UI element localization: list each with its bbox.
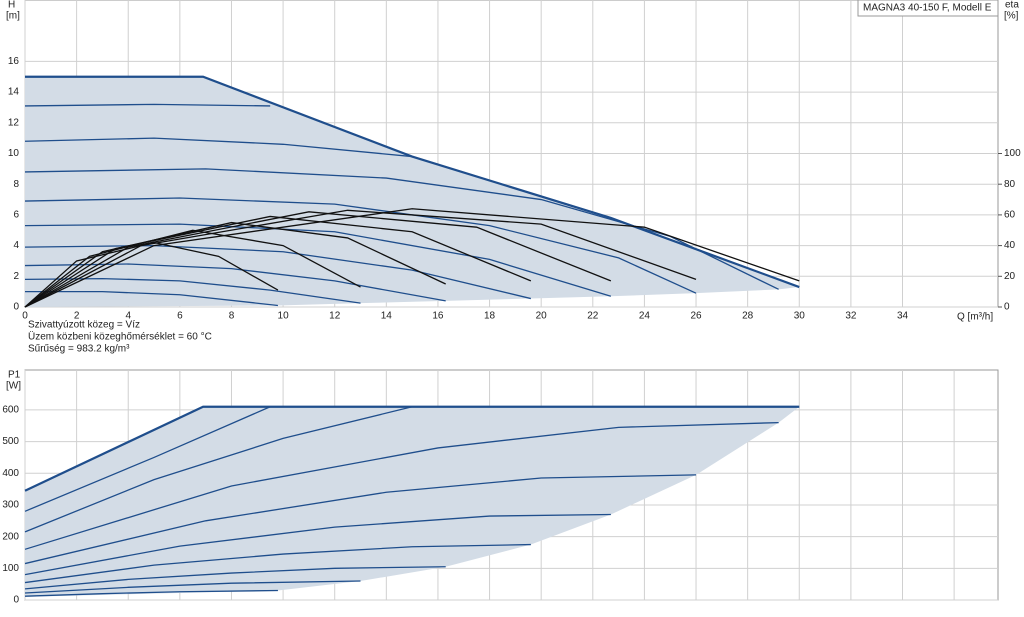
pump-curve: [24, 474, 697, 565]
operating-area: [25, 406, 800, 597]
y-tick-label: 500: [2, 436, 19, 447]
x-tick-label: 22: [587, 311, 599, 322]
y-tick-label: 600: [2, 405, 19, 416]
x-tick-label: 6: [177, 311, 183, 322]
y-unit: [m]: [6, 11, 20, 22]
x-label: Q [m³/h]: [957, 312, 993, 323]
pump-curve: [24, 406, 413, 533]
pump-curve: [24, 137, 413, 158]
y2-tick-label: 80: [1004, 179, 1016, 190]
x-tick-label: 8: [229, 311, 235, 322]
legend-box: [857, 0, 999, 17]
pump-curve: [24, 589, 278, 597]
efficiency-curve: [24, 208, 800, 308]
legend-text: MAGNA3 40-150 F, Modell E: [863, 3, 992, 14]
y2-tick-label: 20: [1004, 271, 1016, 282]
y-tick-label: 200: [2, 531, 19, 542]
efficiency-curve: [24, 221, 446, 308]
y2-tick-label: 0: [1004, 302, 1010, 313]
y2-tick-label: 100: [1004, 148, 1021, 159]
y-tick-label: 300: [2, 500, 19, 511]
note: Üzem közbeni közeghőmérséklet = 60 °C: [28, 331, 212, 343]
pump-curve: [24, 263, 446, 302]
pump-curve: [24, 513, 611, 576]
pump-curve: [24, 244, 532, 300]
note: Sűrűség = 983.2 kg/m³: [28, 344, 130, 355]
x-tick-label: 20: [536, 311, 548, 322]
y-label: H: [8, 0, 15, 11]
x-tick-label: 30: [794, 311, 806, 322]
y-unit: [W]: [6, 381, 21, 392]
operating-area: [25, 76, 800, 307]
y2-tick-label: 40: [1004, 240, 1016, 251]
y-label: P1: [8, 370, 21, 381]
pump-curve: [24, 543, 531, 584]
y-tick-label: 0: [13, 595, 19, 606]
y-tick-label: 4: [13, 240, 19, 251]
pump-curve: [24, 405, 800, 492]
y-tick-label: 8: [13, 179, 19, 190]
pump-curve: [25, 291, 278, 307]
x-tick-label: 14: [381, 311, 393, 322]
y-tick-label: 14: [8, 87, 20, 98]
x-tick-label: 18: [484, 311, 496, 322]
y-tick-label: 400: [2, 468, 19, 479]
pump-curve: [24, 406, 271, 512]
y-tick-label: 16: [8, 56, 20, 67]
pump-curve: [24, 103, 271, 107]
y-tick-label: 12: [8, 117, 20, 128]
note: Szivattyúzott közeg = Víz: [28, 320, 140, 331]
x-tick-label: 0: [22, 311, 28, 322]
pump-curve: [24, 421, 779, 550]
pump-curve: [24, 223, 612, 297]
y2-label: eta: [1005, 0, 1019, 11]
y-tick-label: 2: [13, 271, 19, 282]
x-tick-label: 10: [278, 311, 290, 322]
x-tick-label: 16: [432, 311, 444, 322]
efficiency-curve: [24, 209, 697, 308]
y-tick-label: 6: [13, 210, 19, 221]
x-tick-label: 34: [897, 311, 909, 322]
efficiency-curve: [24, 229, 361, 308]
y2-tick-label: 60: [1004, 210, 1016, 221]
x-tick-label: 32: [845, 311, 857, 322]
y-tick-label: 0: [13, 302, 19, 313]
x-tick-label: 24: [639, 311, 651, 322]
x-tick-label: 26: [690, 311, 702, 322]
y2-unit: [%]: [1004, 11, 1019, 22]
pump-curve: [24, 580, 361, 594]
x-tick-label: 4: [125, 311, 131, 322]
x-tick-label: 2: [74, 311, 80, 322]
efficiency-curve: [24, 215, 532, 308]
pump-curve: [24, 277, 361, 304]
efficiency-curve: [24, 211, 612, 308]
pump-curve: [24, 168, 779, 290]
y-tick-label: 10: [8, 148, 20, 159]
x-tick-label: 28: [742, 311, 754, 322]
pump-curve: [24, 566, 446, 590]
y-tick-label: 100: [2, 563, 19, 574]
x-tick-label: 12: [329, 311, 341, 322]
